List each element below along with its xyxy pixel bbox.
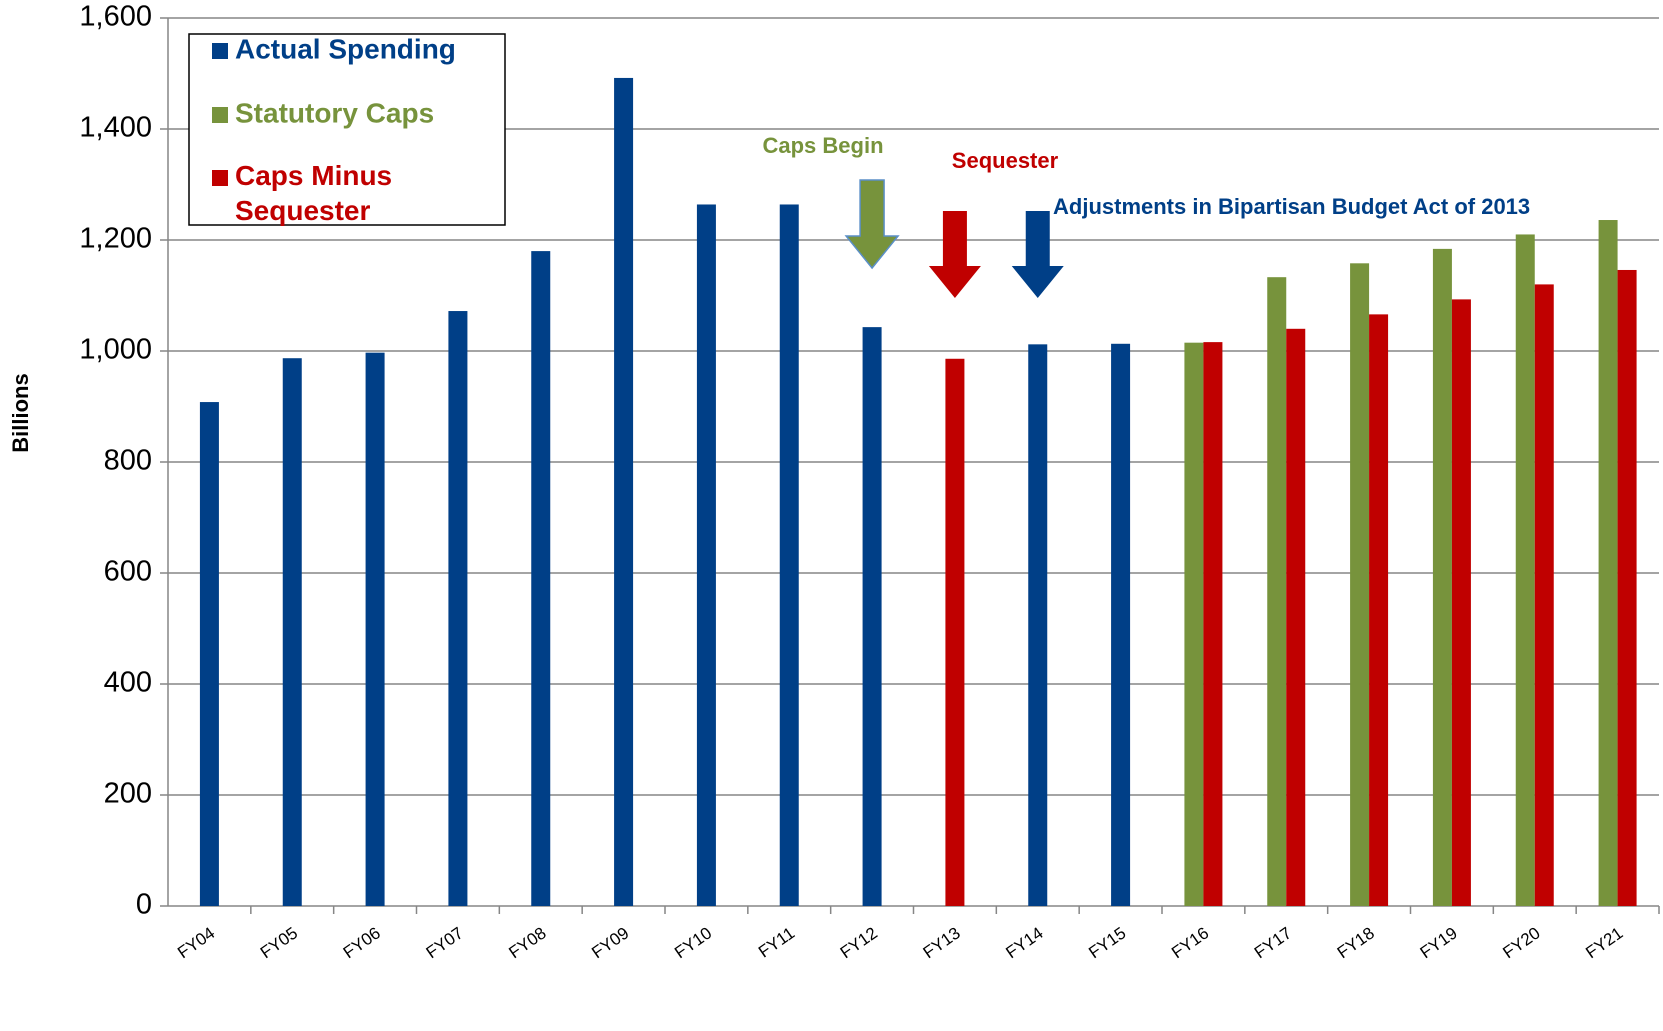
legend-swatch bbox=[212, 170, 228, 186]
x-tick-label: FY05 bbox=[257, 923, 301, 962]
bar bbox=[282, 358, 302, 907]
x-tick-label: FY11 bbox=[755, 923, 798, 961]
x-tick-label: FY21 bbox=[1582, 923, 1626, 962]
x-tick-label: FY13 bbox=[920, 923, 964, 962]
legend-label: Caps Minus Sequester bbox=[235, 160, 392, 226]
bar bbox=[1451, 299, 1471, 906]
bar bbox=[1598, 220, 1618, 906]
annotation-arrow bbox=[928, 211, 981, 298]
x-tick-label: FY06 bbox=[340, 923, 384, 962]
legend-box bbox=[188, 33, 506, 226]
bar bbox=[365, 352, 385, 906]
y-tick-label: 400 bbox=[104, 667, 152, 699]
legend-label: Statutory Caps bbox=[235, 97, 434, 128]
x-tick-label: FY10 bbox=[671, 923, 715, 962]
x-tick-label: FY18 bbox=[1334, 923, 1378, 962]
bar bbox=[945, 358, 965, 906]
y-tick-label: 800 bbox=[104, 445, 152, 477]
bar bbox=[1432, 248, 1452, 906]
bar bbox=[1350, 263, 1370, 906]
x-tick-label: FY09 bbox=[588, 923, 632, 962]
y-tick-label: 600 bbox=[104, 556, 152, 588]
x-tick-label: FY14 bbox=[1002, 923, 1046, 962]
bar bbox=[1286, 328, 1306, 906]
legend-label: Actual Spending bbox=[235, 33, 456, 64]
x-tick-label: FY17 bbox=[1251, 923, 1295, 962]
legend-swatch bbox=[212, 43, 228, 59]
annotation: Sequester bbox=[952, 148, 1059, 173]
y-tick-label: 0 bbox=[136, 889, 152, 921]
legend-swatch bbox=[212, 107, 228, 123]
bar bbox=[1028, 344, 1048, 907]
bar bbox=[1515, 234, 1535, 906]
bar bbox=[1203, 342, 1223, 906]
bar bbox=[1534, 284, 1554, 906]
x-tick-label: FY16 bbox=[1168, 923, 1212, 962]
x-tick-label: FY07 bbox=[423, 923, 467, 962]
y-tick-label: 1,400 bbox=[79, 112, 152, 144]
x-tick-label: FY15 bbox=[1085, 923, 1129, 962]
x-tick-label: FY08 bbox=[505, 923, 549, 962]
bar bbox=[1369, 314, 1389, 906]
x-tick-label: FY12 bbox=[837, 923, 881, 962]
x-tick-label: FY04 bbox=[174, 923, 218, 962]
x-tick-label: FY20 bbox=[1499, 923, 1543, 962]
bar bbox=[614, 77, 634, 906]
y-axis-label: Billions bbox=[8, 373, 33, 452]
legend-label-line: Caps Minus bbox=[235, 160, 392, 191]
bar bbox=[1617, 269, 1637, 907]
bar bbox=[531, 251, 551, 907]
annotation-arrow bbox=[1011, 211, 1064, 298]
bar bbox=[1111, 343, 1131, 906]
annotation: Adjustments in Bipartisan Budget Act of … bbox=[1053, 194, 1530, 219]
annotation: Caps Begin bbox=[762, 133, 883, 158]
bar bbox=[1184, 342, 1204, 906]
bar bbox=[862, 327, 882, 906]
y-tick-label: 200 bbox=[104, 778, 152, 810]
annotation-arrow bbox=[844, 179, 900, 270]
y-tick-label: 1,600 bbox=[79, 1, 152, 33]
bar bbox=[199, 402, 219, 906]
y-tick-label: 1,200 bbox=[79, 223, 152, 255]
bar bbox=[696, 204, 716, 907]
y-tick-label: 1,000 bbox=[79, 334, 152, 366]
legend-label-line: Sequester bbox=[235, 195, 370, 226]
bar bbox=[448, 311, 468, 906]
bar bbox=[1267, 277, 1287, 906]
x-tick-label: FY19 bbox=[1417, 923, 1461, 962]
bar bbox=[779, 204, 799, 907]
